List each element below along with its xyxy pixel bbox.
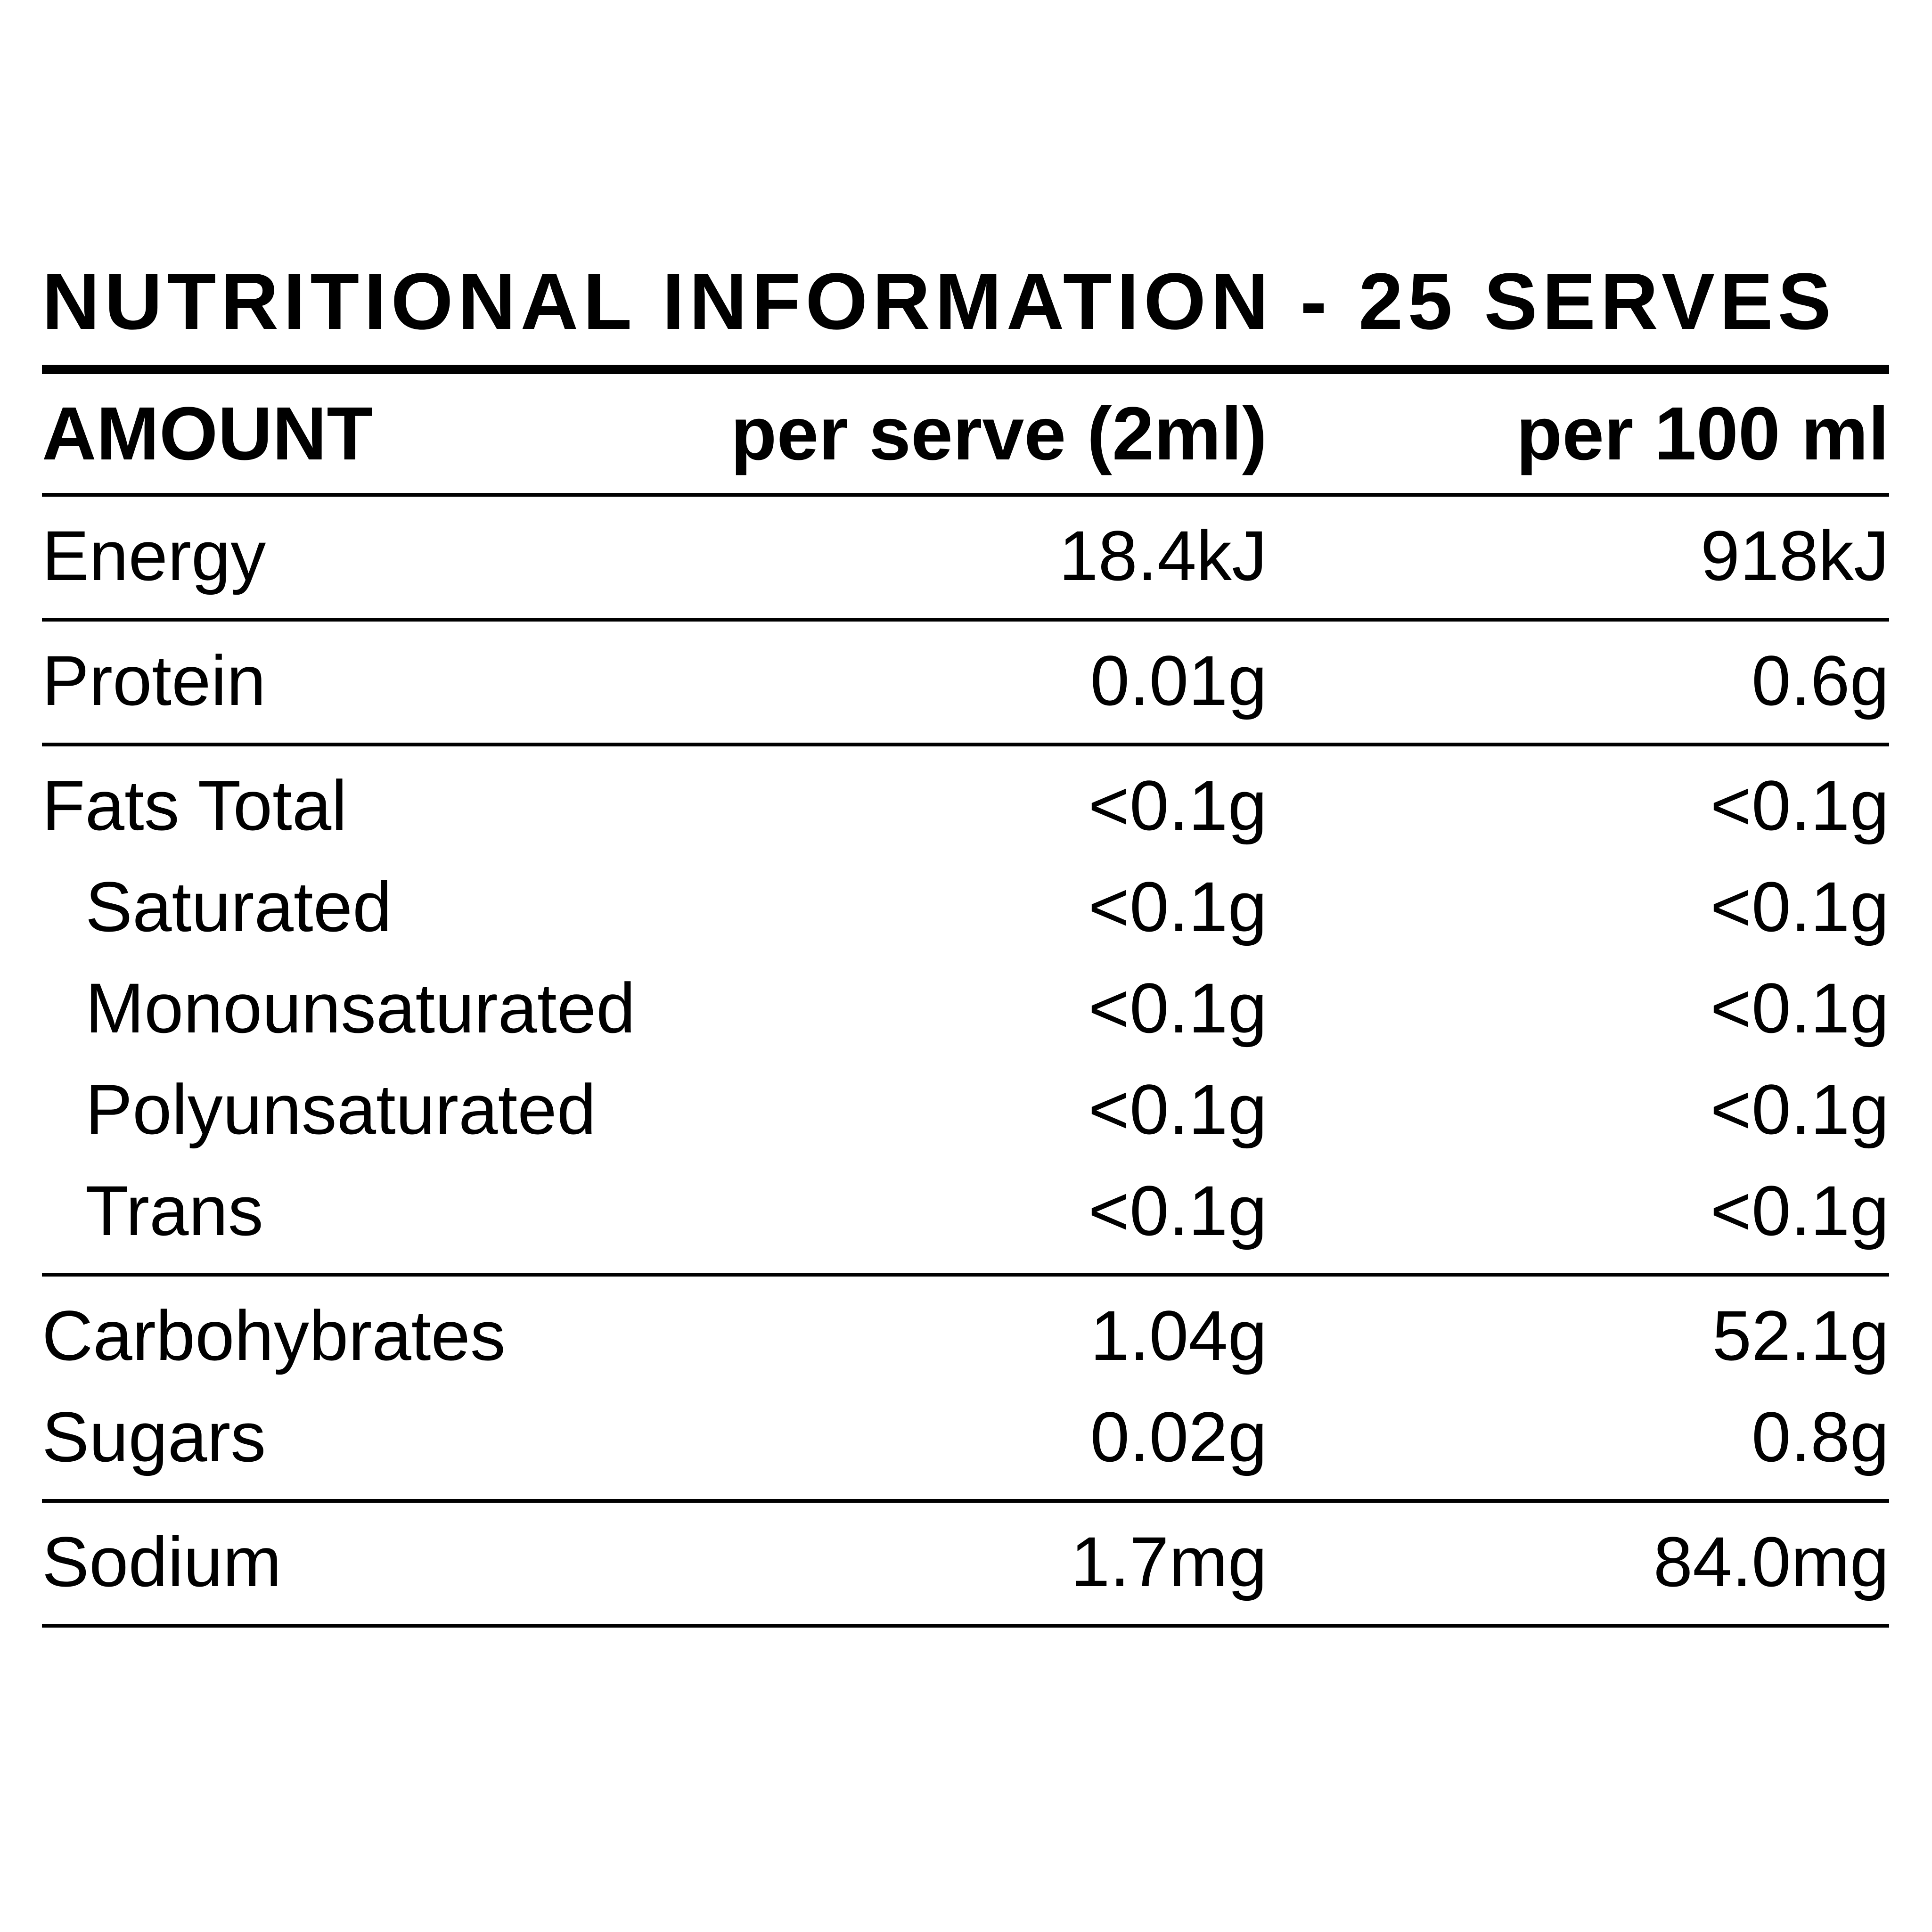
row-label: Sodium: [42, 1522, 282, 1601]
table-row-fats-total: Fats Total <0.1g <0.1g: [42, 755, 1889, 856]
table-row-energy: Energy 18.4kJ 918kJ: [42, 505, 1889, 606]
row-divider: [42, 493, 1889, 497]
row-label: Monounsaturated: [85, 968, 636, 1048]
row-per-100: 0.8g: [1752, 1397, 1889, 1476]
row-per-serve: 0.01g: [1090, 641, 1267, 720]
row-per-serve: <0.1g: [1088, 1171, 1267, 1250]
group-sodium: Sodium 1.7mg 84.0mg: [42, 1503, 1889, 1624]
row-per-serve: <0.1g: [1088, 766, 1267, 845]
table-row-monounsaturated: Monounsaturated <0.1g <0.1g: [42, 958, 1889, 1059]
row-per-100: 0.6g: [1752, 641, 1889, 720]
row-divider: [42, 1624, 1889, 1628]
row-divider: [42, 1273, 1889, 1277]
row-per-serve: <0.1g: [1088, 1070, 1267, 1149]
table-row-trans: Trans <0.1g <0.1g: [42, 1160, 1889, 1261]
row-per-100: 918kJ: [1700, 516, 1889, 595]
row-label: Trans: [85, 1171, 263, 1250]
nutrition-panel: NUTRITIONAL INFORMATION - 25 SERVES AMOU…: [42, 257, 1889, 1628]
row-per-serve: <0.1g: [1088, 968, 1267, 1048]
header-per-serve: per serve (2ml): [730, 391, 1267, 475]
header-per-100: per 100 ml: [1516, 391, 1889, 475]
table-row-carbohydrates: Carbohybrates 1.04g 52.1g: [42, 1285, 1889, 1386]
group-carbohydrates: Carbohybrates 1.04g 52.1g Sugars 0.02g 0…: [42, 1277, 1889, 1499]
table-row-saturated: Saturated <0.1g <0.1g: [42, 856, 1889, 958]
row-per-serve: 18.4kJ: [1059, 516, 1267, 595]
row-per-100: <0.1g: [1710, 867, 1889, 946]
row-label: Protein: [42, 641, 266, 720]
table-row-sodium: Sodium 1.7mg 84.0mg: [42, 1511, 1889, 1613]
row-divider: [42, 1499, 1889, 1503]
row-per-serve: 1.04g: [1090, 1296, 1267, 1375]
group-fats: Fats Total <0.1g <0.1g Saturated <0.1g <…: [42, 746, 1889, 1273]
table-row-protein: Protein 0.01g 0.6g: [42, 630, 1889, 731]
title-divider: [42, 365, 1889, 374]
group-protein: Protein 0.01g 0.6g: [42, 622, 1889, 743]
row-divider: [42, 743, 1889, 746]
header-amount: AMOUNT: [42, 391, 373, 475]
row-per-100: 84.0mg: [1653, 1522, 1889, 1601]
row-label: Energy: [42, 516, 266, 595]
row-per-100: <0.1g: [1710, 968, 1889, 1048]
row-label: Carbohybrates: [42, 1296, 506, 1375]
table-header: AMOUNT per serve (2ml) per 100 ml: [42, 374, 1889, 493]
row-label: Saturated: [85, 867, 392, 946]
row-divider: [42, 618, 1889, 622]
row-per-serve: 1.7mg: [1071, 1522, 1267, 1601]
table-row-polyunsaturated: Polyunsaturated <0.1g <0.1g: [42, 1059, 1889, 1160]
row-per-100: <0.1g: [1710, 1070, 1889, 1149]
row-per-serve: 0.02g: [1090, 1397, 1267, 1476]
group-energy: Energy 18.4kJ 918kJ: [42, 497, 1889, 618]
row-per-100: <0.1g: [1710, 766, 1889, 845]
row-per-100: <0.1g: [1710, 1171, 1889, 1250]
row-label: Polyunsaturated: [85, 1070, 597, 1149]
row-label: Fats Total: [42, 766, 347, 845]
table-row-sugars: Sugars 0.02g 0.8g: [42, 1386, 1889, 1488]
row-label: Sugars: [42, 1397, 266, 1476]
row-per-serve: <0.1g: [1088, 867, 1267, 946]
panel-title: NUTRITIONAL INFORMATION - 25 SERVES: [42, 257, 1836, 346]
row-per-100: 52.1g: [1712, 1296, 1889, 1375]
